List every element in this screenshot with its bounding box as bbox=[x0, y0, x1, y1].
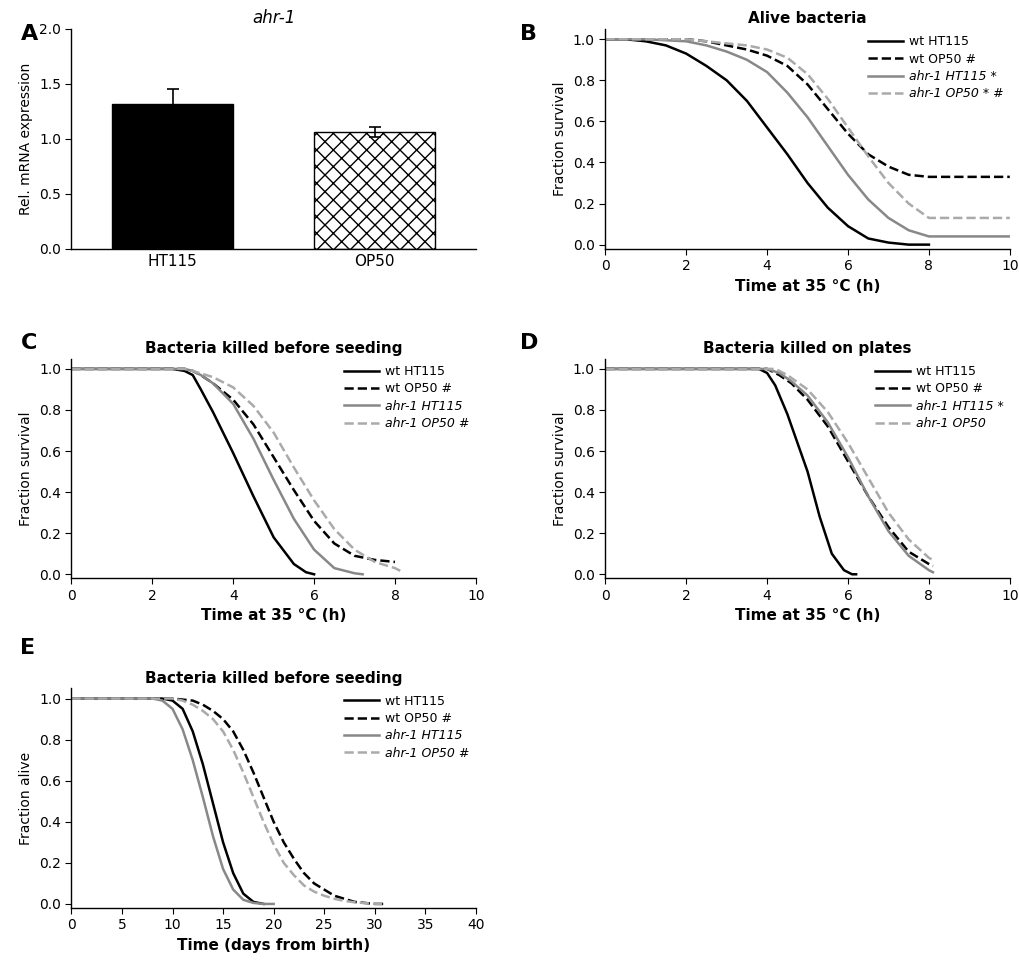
Title: Bacteria killed before seeding: Bacteria killed before seeding bbox=[145, 341, 403, 356]
Text: A: A bbox=[20, 24, 38, 44]
Bar bbox=[112, 103, 233, 248]
Y-axis label: Fraction alive: Fraction alive bbox=[19, 752, 34, 844]
X-axis label: Time (days from birth): Time (days from birth) bbox=[177, 938, 370, 953]
Title: Alive bacteria: Alive bacteria bbox=[748, 12, 866, 26]
Legend: wt HT115, wt OP50 #, ahr-1 HT115 *, ahr-1 OP50: wt HT115, wt OP50 #, ahr-1 HT115 *, ahr-… bbox=[873, 365, 1003, 430]
Bar bbox=[314, 132, 435, 248]
Text: C: C bbox=[20, 333, 37, 354]
Title: Bacteria killed on plates: Bacteria killed on plates bbox=[703, 341, 911, 356]
Y-axis label: Fraction survival: Fraction survival bbox=[19, 412, 34, 526]
Title: Bacteria killed before seeding: Bacteria killed before seeding bbox=[145, 670, 403, 686]
Y-axis label: Rel. mRNA expression: Rel. mRNA expression bbox=[19, 63, 34, 215]
Legend: wt HT115, wt OP50 #, ahr-1 HT115 *, ahr-1 OP50 * #: wt HT115, wt OP50 #, ahr-1 HT115 *, ahr-… bbox=[867, 35, 1003, 100]
Legend: wt HT115, wt OP50 #, ahr-1 HT115, ahr-1 OP50 #: wt HT115, wt OP50 #, ahr-1 HT115, ahr-1 … bbox=[343, 365, 469, 430]
X-axis label: Time at 35 °C (h): Time at 35 °C (h) bbox=[734, 279, 879, 294]
Text: B: B bbox=[520, 24, 537, 44]
Y-axis label: Fraction survival: Fraction survival bbox=[552, 81, 567, 196]
X-axis label: Time at 35 °C (h): Time at 35 °C (h) bbox=[201, 609, 346, 623]
Text: D: D bbox=[520, 333, 538, 354]
Legend: wt HT115, wt OP50 #, ahr-1 HT115, ahr-1 OP50 #: wt HT115, wt OP50 #, ahr-1 HT115, ahr-1 … bbox=[343, 695, 469, 759]
X-axis label: Time at 35 °C (h): Time at 35 °C (h) bbox=[734, 609, 879, 623]
Title: ahr-1: ahr-1 bbox=[252, 10, 296, 27]
Y-axis label: Fraction survival: Fraction survival bbox=[552, 412, 567, 526]
Text: E: E bbox=[20, 638, 36, 658]
